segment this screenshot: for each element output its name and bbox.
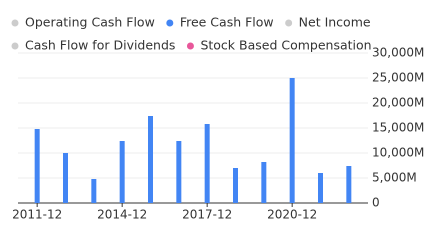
legend-label[interactable]: Operating Cash Flow [25, 15, 155, 30]
y-tick-label: 5,000M [372, 171, 417, 185]
legend-marker[interactable] [285, 19, 293, 27]
x-tick-label: 2020-12 [267, 208, 317, 222]
legend-marker[interactable] [11, 19, 19, 27]
x-tick-label: 2014-12 [97, 208, 147, 222]
x-tick-label: 2011-12 [12, 208, 62, 222]
legend-marker[interactable] [186, 42, 194, 50]
bar [63, 153, 68, 203]
legend-label[interactable]: Cash Flow for Dividends [25, 38, 175, 53]
x-tick-label: 2017-12 [182, 208, 232, 222]
legend-label[interactable]: Free Cash Flow [180, 15, 274, 30]
legend-marker[interactable] [11, 42, 19, 50]
bar [233, 168, 238, 203]
bar [318, 173, 323, 203]
y-tick-label: 15,000M [372, 121, 424, 135]
bar [204, 124, 210, 203]
y-tick-label: 30,000M [372, 46, 424, 60]
bar [148, 116, 153, 203]
bar [91, 179, 97, 203]
legend-label[interactable]: Net Income [299, 15, 371, 30]
bar [261, 162, 267, 203]
legend-marker[interactable] [166, 19, 174, 27]
bar [119, 141, 125, 203]
bar [346, 166, 352, 203]
y-tick-label: 20,000M [372, 96, 424, 110]
y-tick-label: 10,000M [372, 146, 424, 160]
y-tick-label: 25,000M [372, 71, 424, 85]
bar [34, 129, 40, 203]
y-tick-label: 0 [372, 196, 380, 210]
chart: 0 5,000M 10,000M 15,000M 20,000M 25,000M 30,00… [11, 15, 424, 222]
bar [176, 141, 182, 203]
bar [289, 78, 295, 203]
legend-label[interactable]: Stock Based Compensation [200, 38, 371, 53]
